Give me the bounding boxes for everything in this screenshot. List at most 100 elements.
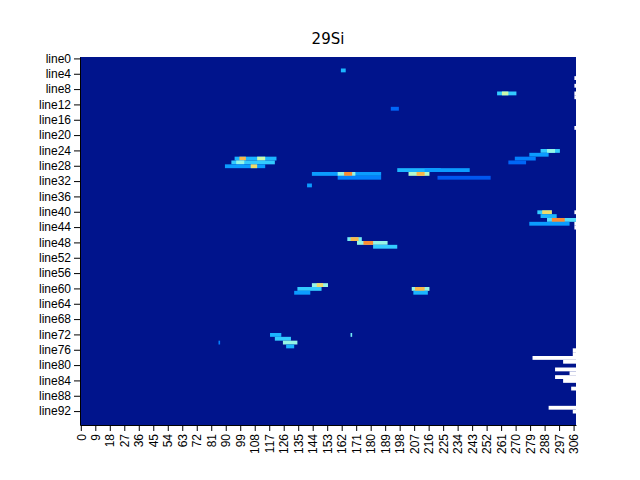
y-tick-label: line84: [39, 374, 71, 388]
y-tick: line64: [39, 297, 80, 311]
y-tick-mark: [74, 150, 80, 151]
heatmap-cell: [341, 69, 346, 73]
x-tick-mark: [95, 425, 96, 431]
x-tick: 153: [321, 425, 335, 454]
heatmap-cell: [391, 107, 399, 111]
x-tick-label: 45: [147, 434, 161, 448]
y-tick-label: line68: [39, 312, 71, 326]
y-tick-mark: [74, 304, 80, 305]
x-tick-label: 162: [335, 434, 349, 454]
x-tick: 243: [466, 425, 480, 454]
y-tick: line88: [39, 389, 80, 403]
x-tick: 252: [480, 425, 494, 454]
y-tick: line16: [39, 113, 80, 127]
y-tick-label: line80: [39, 358, 71, 372]
y-tick: line52: [39, 251, 80, 265]
heatmap-cell: [312, 283, 328, 287]
x-tick: 162: [335, 425, 349, 454]
x-tick: 297: [553, 425, 567, 454]
y-tick: line44: [39, 220, 80, 234]
y-tick: line72: [39, 328, 80, 342]
x-tick-label: 234: [451, 434, 465, 454]
heatmap-cell: [573, 348, 576, 352]
x-axis: 0918273645546372819099108117126135144153…: [75, 425, 582, 454]
x-tick: 306: [567, 425, 581, 454]
y-tick-mark: [74, 104, 80, 105]
x-tick-label: 198: [393, 434, 407, 454]
heatmap-cell: [573, 352, 576, 356]
y-tick: line40: [39, 205, 80, 219]
y-tick-mark: [74, 258, 80, 259]
y-tick-mark: [74, 288, 80, 289]
heatmap-cell: [283, 341, 297, 345]
x-tick-mark: [443, 425, 444, 431]
y-tick-label: line24: [39, 144, 71, 158]
y-tick: line32: [39, 174, 80, 188]
y-tick: line24: [39, 144, 80, 158]
x-tick-mark: [501, 425, 502, 431]
x-tick-label: 27: [118, 434, 132, 448]
heatmap-cell: [225, 164, 265, 168]
x-tick-mark: [574, 425, 575, 431]
x-tick: 36: [132, 425, 146, 447]
x-tick: 216: [422, 425, 436, 454]
heatmap-cell: [541, 149, 560, 153]
y-tick-mark: [74, 166, 80, 167]
y-tick: line28: [39, 159, 80, 173]
heatmap-cell: [529, 222, 569, 226]
y-tick-label: line8: [46, 82, 72, 96]
x-tick-mark: [385, 425, 386, 431]
heatmap-cell: [286, 345, 294, 349]
x-tick-mark: [197, 425, 198, 431]
y-tick-label: line56: [39, 266, 71, 280]
y-tick: line76: [39, 343, 80, 357]
heatmap-cell: [571, 387, 576, 391]
y-tick: line36: [39, 190, 80, 204]
x-tick-label: 18: [103, 434, 117, 448]
y-tick: line80: [39, 358, 80, 372]
x-tick: 0: [75, 425, 89, 441]
heatmap-cell: [312, 172, 381, 176]
heatmap-cell: [270, 333, 281, 337]
x-tick: 126: [277, 425, 291, 454]
y-tick-label: line32: [39, 174, 71, 188]
y-tick-mark: [74, 273, 80, 274]
x-tick-mark: [327, 425, 328, 431]
x-tick: 72: [190, 425, 204, 447]
heatmap-cell: [236, 161, 244, 165]
heatmap-cell: [438, 176, 491, 180]
x-tick: 63: [176, 425, 190, 447]
y-tick-label: line4: [46, 67, 72, 81]
x-tick-mark: [284, 425, 285, 431]
heatmap-background: [80, 57, 576, 425]
x-tick: 198: [393, 425, 407, 454]
heatmap-cell: [425, 168, 470, 172]
x-tick: 54: [161, 425, 175, 447]
heatmap-cell: [555, 368, 576, 372]
heatmap-cell: [555, 375, 576, 379]
heatmap-cell: [570, 371, 576, 375]
x-tick-label: 252: [480, 434, 494, 454]
x-tick: 45: [147, 425, 161, 447]
y-tick-mark: [74, 120, 80, 121]
heatmap-cell: [502, 92, 508, 96]
x-tick-mark: [458, 425, 459, 431]
heatmap-cell: [413, 291, 427, 295]
title: 29Si: [312, 30, 345, 48]
heatmap-cell: [294, 291, 310, 295]
x-tick-label: 9: [89, 434, 103, 441]
heatmap-cell: [297, 287, 321, 291]
heatmap-cell: [317, 283, 323, 287]
x-tick: 270: [509, 425, 523, 454]
x-tick-label: 144: [306, 434, 320, 454]
heatmap-cell: [529, 153, 548, 157]
y-tick-mark: [74, 74, 80, 75]
y-axis: line0line4line8line12line16line20line24l…: [39, 52, 81, 426]
x-tick-mark: [81, 425, 82, 431]
heatmap-cell: [537, 210, 551, 214]
x-tick-label: 135: [292, 434, 306, 454]
heatmap-cell: [373, 245, 397, 249]
x-tick-mark: [545, 425, 546, 431]
x-tick-label: 153: [321, 434, 335, 454]
y-tick-label: line88: [39, 389, 71, 403]
